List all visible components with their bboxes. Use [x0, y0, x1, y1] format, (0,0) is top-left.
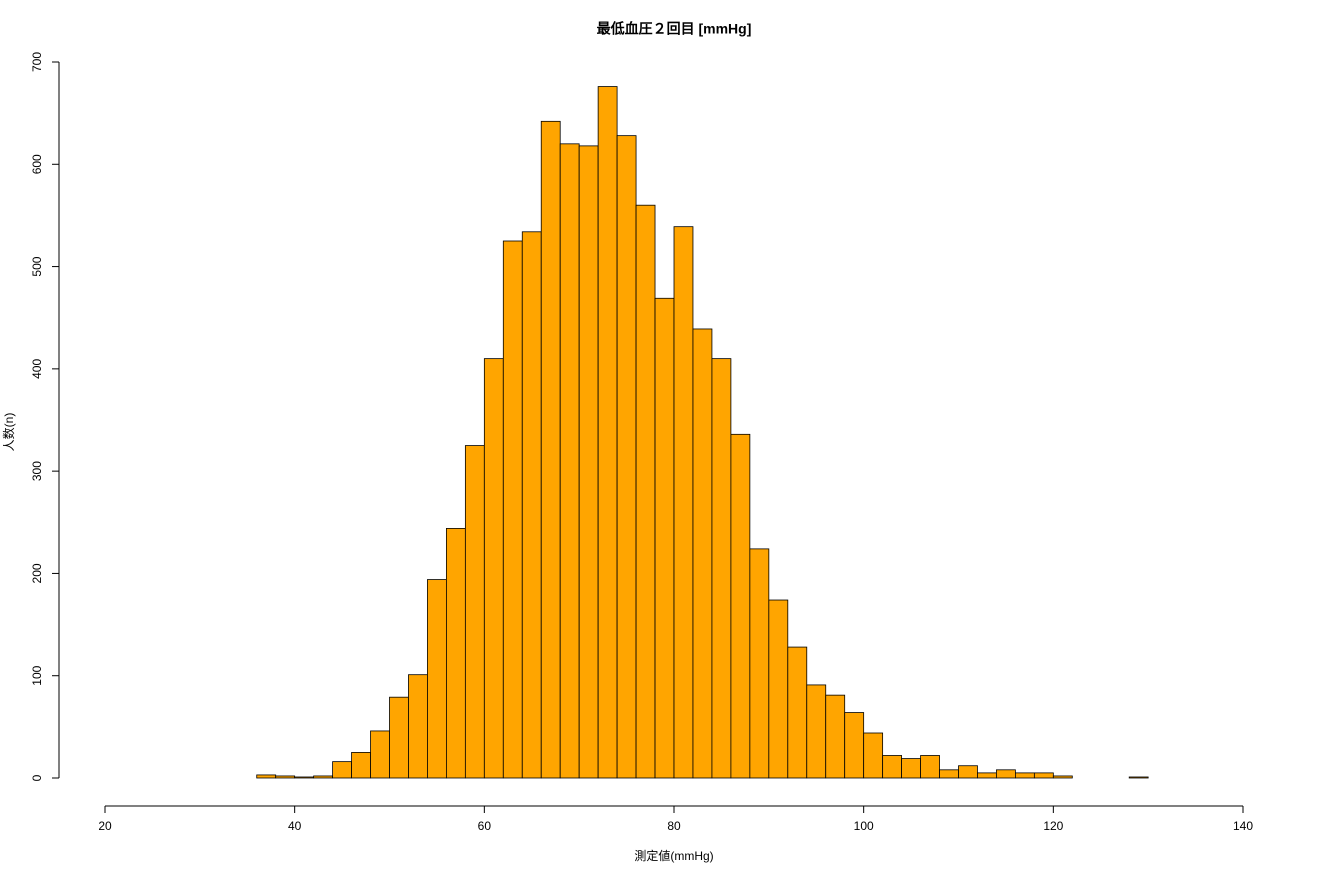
bar — [616, 135, 637, 779]
x-tick-label: 40 — [288, 819, 302, 833]
bar — [502, 240, 523, 779]
bar — [521, 231, 542, 779]
bar — [540, 120, 561, 779]
bar — [1033, 772, 1054, 779]
bar — [1052, 775, 1073, 779]
bar — [256, 774, 277, 779]
y-tick-label: 300 — [30, 461, 44, 481]
bar — [996, 769, 1016, 779]
bar — [370, 730, 390, 779]
y-tick-label: 100 — [30, 665, 44, 685]
bar — [597, 86, 618, 779]
bar — [920, 755, 940, 779]
y-tick-label: 400 — [30, 359, 44, 379]
bar — [483, 358, 504, 779]
y-tick-label: 200 — [30, 563, 44, 583]
bar — [351, 752, 371, 779]
bar — [313, 775, 333, 779]
bar — [863, 732, 884, 779]
bar — [1015, 772, 1035, 779]
bar — [825, 694, 846, 779]
bar — [654, 297, 675, 779]
bar — [464, 445, 485, 779]
bar — [692, 328, 713, 779]
bar — [635, 204, 656, 779]
bar — [559, 143, 580, 779]
x-tick-label: 60 — [478, 819, 492, 833]
bar — [844, 712, 865, 779]
bar — [711, 358, 732, 779]
y-tick-label: 700 — [30, 52, 44, 72]
y-tick-label: 0 — [30, 774, 44, 781]
bar — [730, 433, 751, 779]
bar — [389, 696, 409, 779]
bar — [958, 765, 978, 779]
bar — [882, 755, 903, 779]
x-tick-label: 100 — [854, 819, 874, 833]
bar — [768, 599, 789, 779]
bar — [749, 548, 770, 779]
bar — [427, 579, 447, 779]
bar — [445, 528, 466, 779]
x-tick-label: 140 — [1233, 819, 1253, 833]
bar — [787, 646, 808, 779]
y-tick-label: 500 — [30, 256, 44, 276]
x-tick-label: 80 — [667, 819, 681, 833]
x-tick-label: 20 — [98, 819, 112, 833]
y-tick-label: 600 — [30, 154, 44, 174]
bar — [939, 769, 959, 779]
bar — [578, 145, 599, 779]
bar — [408, 674, 428, 779]
bar — [1128, 776, 1149, 779]
bar — [332, 761, 352, 779]
bar — [275, 775, 296, 779]
bar — [673, 226, 694, 779]
chart-title: 最低血圧２回目 [mmHg] — [597, 21, 752, 37]
bar — [806, 684, 827, 779]
bar — [901, 758, 921, 779]
x-tick-label: 120 — [1043, 819, 1063, 833]
y-axis-label: 人数(n) — [1, 413, 16, 452]
bar — [294, 776, 315, 779]
bar — [977, 772, 997, 779]
x-axis-label: 測定値(mmHg) — [634, 848, 713, 863]
